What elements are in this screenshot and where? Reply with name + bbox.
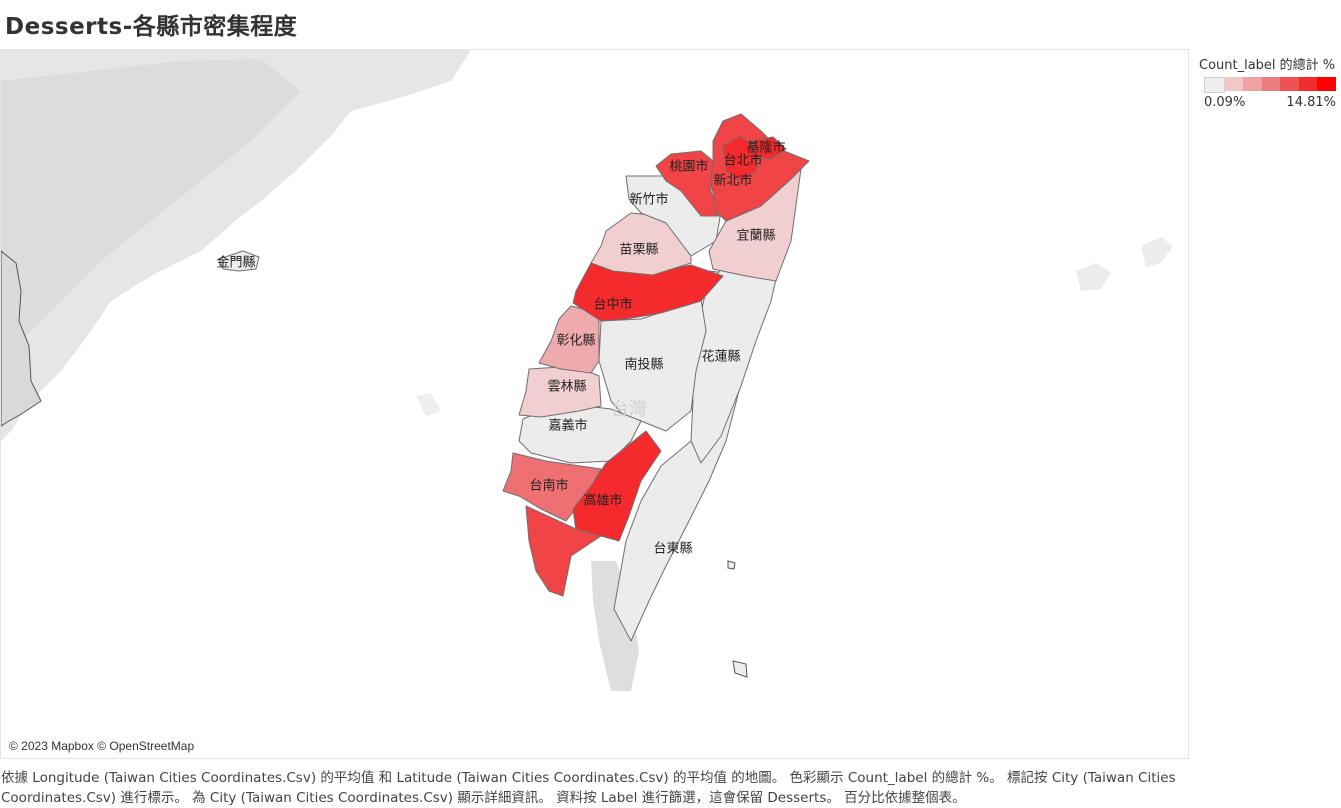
legend-title: Count_label 的總計 %	[1199, 58, 1336, 73]
map-attribution[interactable]: © 2023 Mapbox © OpenStreetMap	[9, 739, 195, 753]
region-kinmen[interactable]	[218, 250, 260, 272]
taiwan-choropleth[interactable]: 基隆市 台北市 新北市 桃園市 新竹市 宜蘭縣 苗栗縣 台中市 彰化縣 南投縣 …	[1, 50, 1189, 759]
region-keelung[interactable]	[752, 136, 787, 160]
basemap-land	[1, 50, 1173, 691]
region-kaohsiung[interactable]	[572, 430, 662, 542]
legend-max-label: 14.81%	[1286, 95, 1336, 110]
legend-swatch	[1204, 77, 1225, 93]
region-taipei[interactable]	[722, 135, 760, 182]
region-changhua[interactable]	[538, 305, 600, 374]
region-pingtung[interactable]	[525, 505, 602, 597]
legend-gradient	[1204, 77, 1337, 93]
legend-min-label: 0.09%	[1204, 95, 1246, 110]
map-description: 依據 Longitude (Taiwan Cities Coordinates.…	[1, 770, 1176, 806]
map-view[interactable]: 基隆市 台北市 新北市 桃園市 新竹市 宜蘭縣 苗栗縣 台中市 彰化縣 南投縣 …	[0, 49, 1189, 759]
legend-swatch	[1317, 77, 1337, 91]
page-title: Desserts-各縣市密集程度	[5, 14, 298, 40]
legend-swatch	[1224, 77, 1244, 91]
color-legend: Count_label 的總計 % 0.09% 14.81%	[1199, 54, 1339, 110]
legend-swatch	[1261, 77, 1281, 91]
legend-swatch	[1298, 77, 1318, 91]
legend-swatch	[1280, 77, 1299, 91]
legend-swatch	[1243, 77, 1262, 91]
basemap-label: 台灣	[611, 399, 647, 420]
